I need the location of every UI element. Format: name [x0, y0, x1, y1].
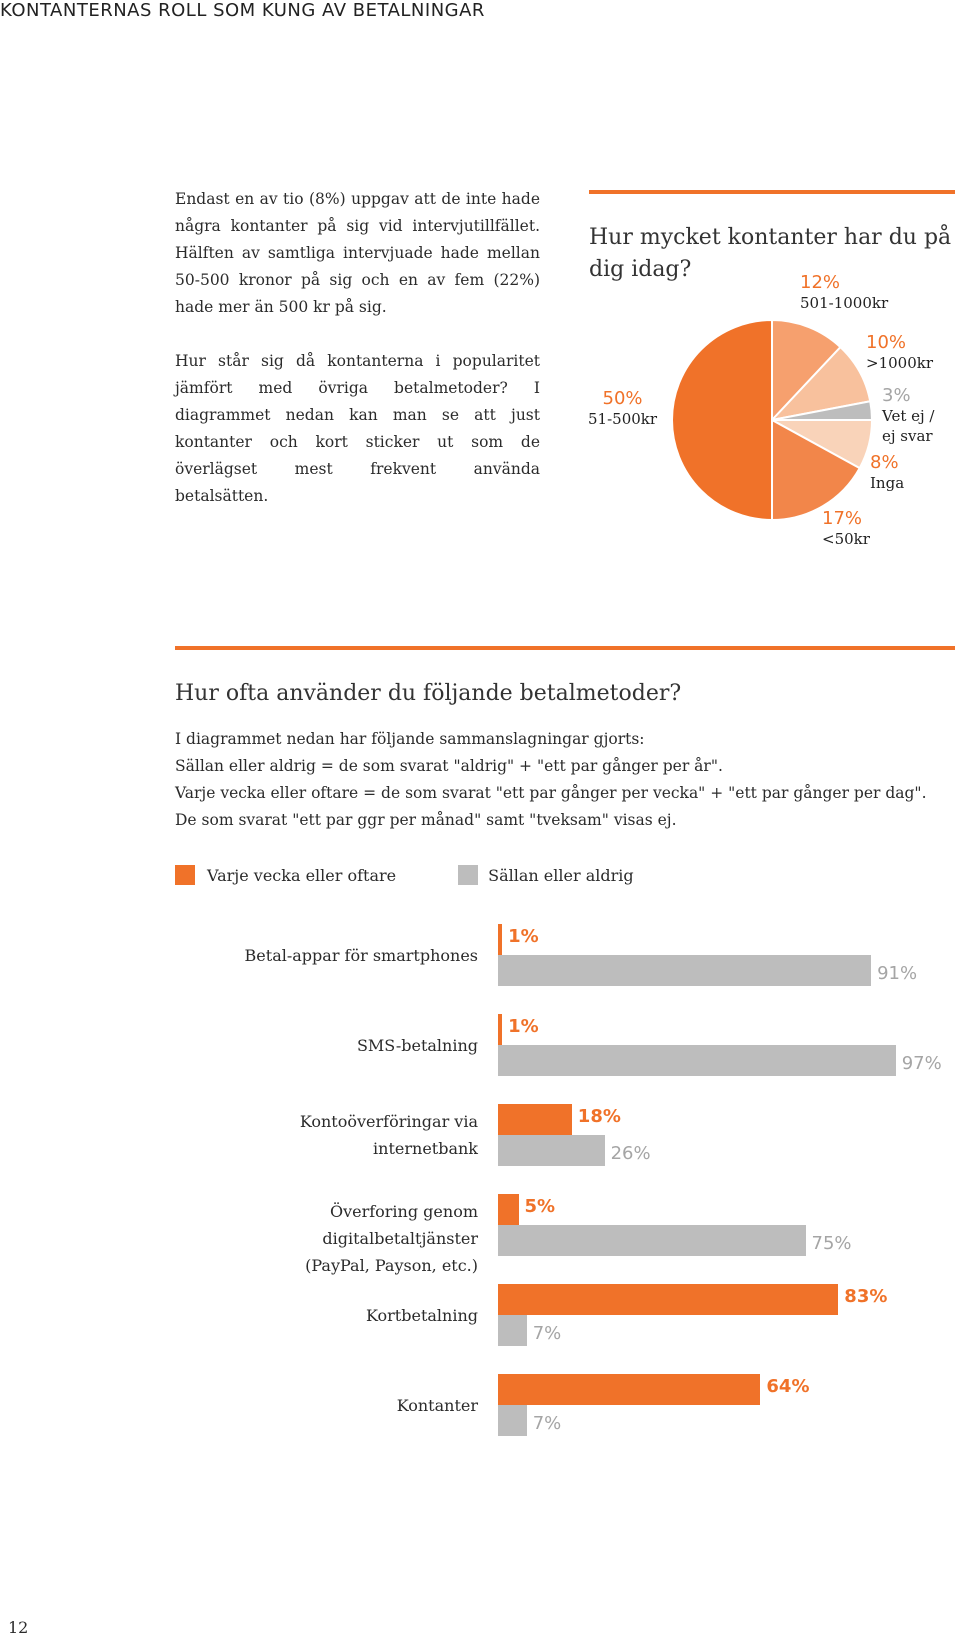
bar-category-label-line: SMS-betalning	[356, 1036, 478, 1055]
bar-value-label-rarely: 91%	[877, 963, 918, 984]
bar-value-label-rarely: 97%	[901, 1053, 942, 1074]
bar-rarely	[498, 1315, 527, 1346]
bar-value-label-rarely: 7%	[532, 1323, 562, 1344]
pie-percent-label: 17%	[822, 508, 863, 529]
pie-slice-0	[771, 318, 842, 423]
pie-slice-5	[671, 318, 773, 522]
page-number: 12	[8, 1618, 29, 1637]
bar-weekly	[498, 1284, 839, 1315]
bar-category-label: Kortbetalning	[188, 1302, 478, 1329]
pie-category-label: <50kr	[822, 530, 870, 548]
pie-percent-label: 50%	[602, 388, 643, 409]
pie-chart	[671, 318, 874, 522]
bar-rarely	[498, 1135, 605, 1166]
bar-value-label-weekly: 83%	[844, 1286, 888, 1307]
pie-percent-label: 8%	[870, 452, 899, 473]
legend-label-weekly: Varje vecka eller oftare	[207, 865, 397, 885]
description-line-3: Varje vecka eller oftare = de som svarat…	[175, 784, 927, 802]
description-line-2: Sällan eller aldrig = de som svarat "ald…	[175, 757, 723, 775]
bar-rarely	[498, 1045, 896, 1076]
pie-category-label: Vet ej /	[882, 407, 935, 425]
bar-category-label-line: Kortbetalning	[366, 1306, 478, 1325]
legend-label-rarely: Sällan eller aldrig	[488, 865, 634, 885]
description-line-1: I diagrammet nedan har följande sammansl…	[175, 730, 645, 748]
bar-weekly	[498, 1014, 503, 1045]
pie-label-4: 17% <50kr	[822, 508, 870, 549]
bar-value-label-rarely: 75%	[811, 1233, 852, 1254]
bar-value-label-weekly: 18%	[577, 1106, 621, 1127]
pie-chart-title: Hur mycket kontanter har du på dig idag?	[589, 222, 959, 286]
description-line-4: De som svarat "ett par ggr per månad" sa…	[175, 811, 677, 829]
legend-swatch-weekly	[175, 865, 195, 885]
pie-slice-4	[771, 418, 861, 522]
bar-weekly	[498, 1104, 572, 1135]
bar-category-label-line: Kontoöverföringar via	[299, 1112, 478, 1131]
bar-category-label: Kontanter	[188, 1392, 478, 1419]
pie-chart-title-line-1: Hur mycket kontanter har du på	[589, 225, 952, 250]
bar-chart-title: Hur ofta använder du följande betalmetod…	[175, 681, 682, 706]
pie-category-label: ej svar	[882, 427, 933, 445]
pie-category-label: 51-500kr	[588, 410, 658, 428]
pie-label-2: 3% Vet ej / ej svar	[882, 385, 934, 446]
bar-category-label-line: Betal-appar för smartphones	[244, 946, 478, 965]
pie-label-0: 12% 501-1000kr	[800, 272, 888, 313]
pie-category-label: Inga	[870, 474, 905, 492]
bar-weekly	[498, 1194, 519, 1225]
bar-category-label: Kontoöverföringar via internetbank	[188, 1108, 478, 1162]
pie-category-label: >1000kr	[866, 354, 934, 372]
bar-category-label-line: (PayPal, Payson, etc.)	[305, 1256, 478, 1275]
bar-value-label-weekly: 1%	[508, 1016, 539, 1037]
pie-label-3: 8% Inga	[870, 452, 904, 493]
pie-chart-title-line-2: dig idag?	[589, 257, 692, 282]
intro-paragraph-2: Hur står sig då kontanterna i popularite…	[175, 352, 540, 505]
pie-percent-label: 3%	[882, 385, 911, 406]
bar-weekly	[498, 924, 503, 955]
bar-rarely	[498, 1225, 806, 1256]
bar-value-label-rarely: 7%	[532, 1413, 562, 1434]
legend-swatch-rarely	[458, 865, 479, 885]
bar-category-label: Överforing genom digitalbetaltjänster (Pa…	[188, 1198, 478, 1279]
bar-weekly	[498, 1374, 761, 1405]
pie-label-5: 50% 51-500kr	[588, 388, 657, 429]
pie-label-1: 10% >1000kr	[866, 332, 933, 373]
bar-category-label-line: internetbank	[373, 1139, 478, 1158]
pie-section-rule	[589, 190, 955, 194]
bar-value-label-rarely: 26%	[610, 1143, 651, 1164]
bar-category-label: SMS-betalning	[188, 1032, 478, 1059]
bar-section-rule	[175, 646, 955, 650]
pie-category-label: 501-1000kr	[800, 294, 889, 312]
bar-value-label-weekly: 64%	[766, 1376, 810, 1397]
bar-category-label: Betal-appar för smartphones	[188, 942, 478, 969]
bar-category-label-line: Överforing genom digitalbetaltjänster	[322, 1202, 478, 1248]
bar-rarely	[498, 1405, 527, 1436]
bar-rarely	[498, 955, 872, 986]
bar-value-label-weekly: 5%	[524, 1196, 556, 1217]
pie-percent-label: 12%	[800, 272, 841, 293]
bar-value-label-weekly: 1%	[508, 926, 539, 947]
intro-paragraph-1: Endast en av tio (8%) uppgav att de inte…	[175, 190, 540, 316]
page-header: KONTANTERNAS ROLL SOM KUNG AV BETALNINGA…	[0, 0, 485, 21]
bar-category-label-line: Kontanter	[396, 1396, 478, 1415]
pie-percent-label: 10%	[866, 332, 907, 353]
legend: Varje vecka eller oftare Sällan eller al…	[175, 865, 634, 885]
bar-chart-description: I diagrammet nedan har följande sammansl…	[175, 726, 960, 834]
